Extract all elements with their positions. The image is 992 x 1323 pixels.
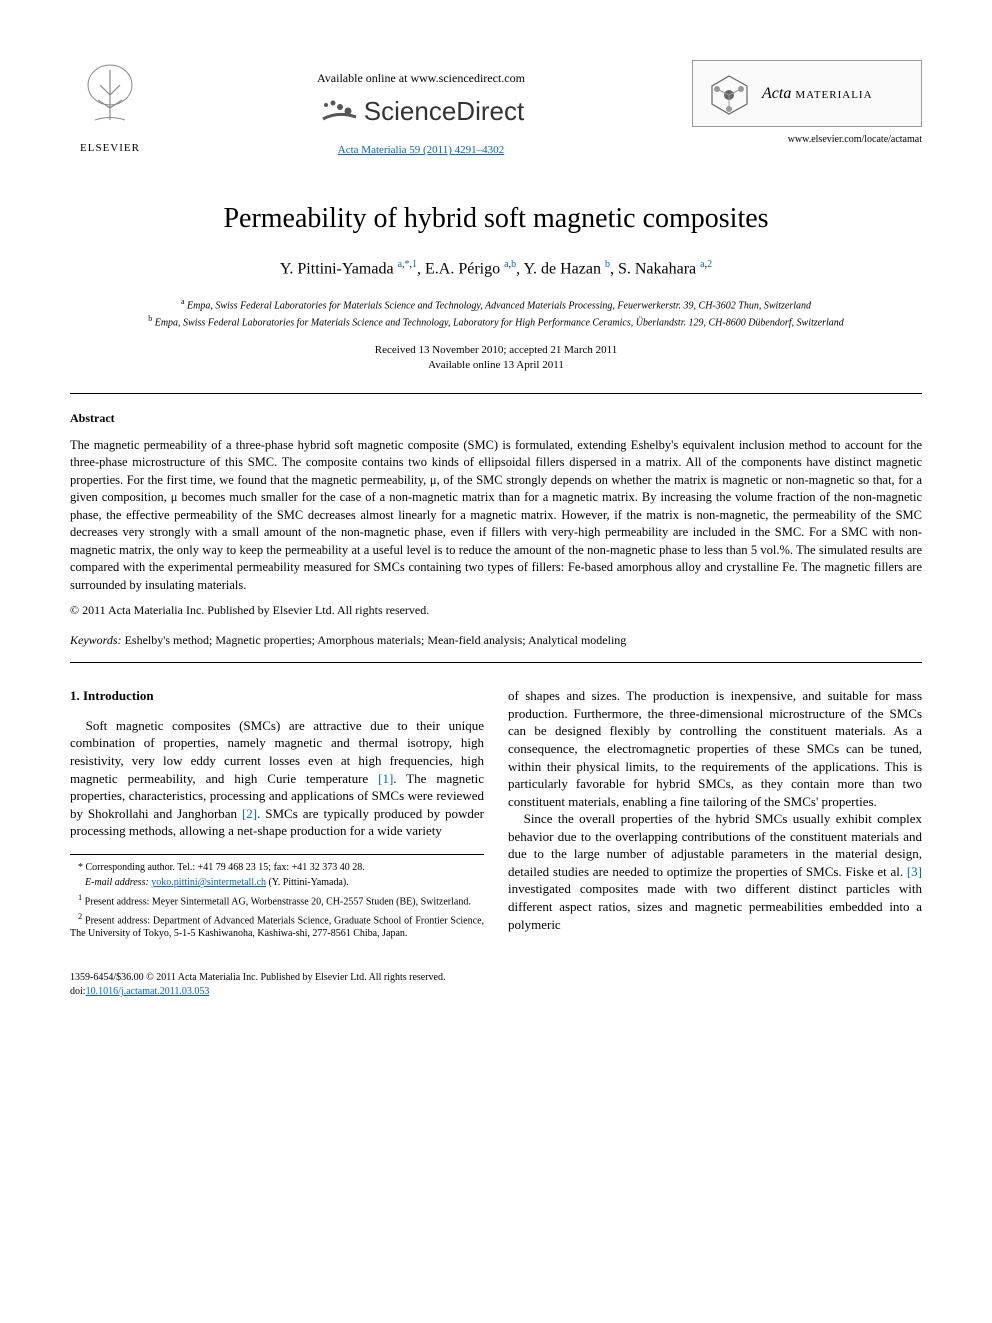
journal-name-caps: MATERIALIA: [795, 89, 872, 101]
sciencedirect-logo: ScienceDirect: [150, 94, 692, 129]
keywords-label: Keywords:: [70, 633, 122, 647]
received-date: Received 13 November 2010; accepted 21 M…: [70, 343, 922, 358]
elsevier-logo: ELSEVIER: [70, 60, 150, 156]
keywords-text: Eshelby's method; Magnetic properties; A…: [125, 633, 627, 647]
journal-name-italic: Acta: [762, 85, 791, 102]
doi-label: doi:: [70, 986, 86, 997]
email-link[interactable]: yoko.pittini@sintermetall.ch: [151, 877, 266, 888]
elsevier-label: ELSEVIER: [70, 141, 150, 156]
body-columns: 1. Introduction Soft magnetic composites…: [70, 687, 922, 941]
article-dates: Received 13 November 2010; accepted 21 M…: [70, 343, 922, 374]
page-footer: 1359-6454/$36.00 © 2011 Acta Materialia …: [70, 971, 922, 999]
affiliation-a: a Empa, Swiss Federal Laboratories for M…: [70, 296, 922, 313]
email-label: E-mail address:: [85, 877, 149, 888]
elsevier-tree-icon: [80, 60, 140, 130]
article-title: Permeability of hybrid soft magnetic com…: [70, 200, 922, 238]
keywords-line: Keywords: Eshelby's method; Magnetic pro…: [70, 632, 922, 648]
abstract-copyright: © 2011 Acta Materialia Inc. Published by…: [70, 602, 922, 618]
authors-line: Y. Pittini-Yamada a,*,1, E.A. Périgo a,b…: [70, 258, 922, 280]
sciencedirect-swoosh-icon: [318, 97, 358, 127]
abstract-text: The magnetic permeability of a three-pha…: [70, 437, 922, 595]
available-online-text: Available online at www.sciencedirect.co…: [150, 70, 692, 86]
center-header: Available online at www.sciencedirect.co…: [150, 60, 692, 160]
body-para-3: Since the overall properties of the hybr…: [508, 810, 922, 933]
email-author-name: (Y. Pittini-Yamada).: [269, 877, 349, 888]
footer-copyright: 1359-6454/$36.00 © 2011 Acta Materialia …: [70, 971, 922, 985]
right-header: Acta MATERIALIA www.elsevier.com/locate/…: [692, 60, 922, 147]
affiliations: a Empa, Swiss Federal Laboratories for M…: [70, 296, 922, 331]
footnotes-block: * Corresponding author. Tel.: +41 79 468…: [70, 854, 484, 941]
section-heading-introduction: 1. Introduction: [70, 687, 484, 705]
footnote-1: 1 Present address: Meyer Sintermetall AG…: [70, 892, 484, 909]
journal-name: Acta MATERIALIA: [762, 83, 873, 105]
affiliation-b: b Empa, Swiss Federal Laboratories for M…: [70, 313, 922, 330]
journal-reference-link[interactable]: Acta Materialia 59 (2011) 4291–4302: [338, 144, 504, 156]
acta-materialia-icon: [707, 71, 752, 116]
footnote-email: E-mail address: yoko.pittini@sintermetal…: [70, 876, 484, 890]
body-para-1: Soft magnetic composites (SMCs) are attr…: [70, 717, 484, 840]
page-header: ELSEVIER Available online at www.science…: [70, 60, 922, 160]
footnote-corresponding: * Corresponding author. Tel.: +41 79 468…: [70, 861, 484, 875]
abstract-heading: Abstract: [70, 410, 922, 426]
rule-bottom: [70, 662, 922, 663]
journal-url: www.elsevier.com/locate/actamat: [692, 133, 922, 147]
footnote-2: 2 Present address: Department of Advance…: [70, 911, 484, 941]
body-para-2: of shapes and sizes. The production is i…: [508, 687, 922, 810]
rule-top: [70, 393, 922, 394]
doi-link[interactable]: 10.1016/j.actamat.2011.03.053: [86, 986, 210, 997]
available-date: Available online 13 April 2011: [70, 358, 922, 373]
sciencedirect-text: ScienceDirect: [364, 94, 524, 129]
footer-doi: doi:10.1016/j.actamat.2011.03.053: [70, 985, 922, 999]
journal-logo-box: Acta MATERIALIA: [692, 60, 922, 127]
